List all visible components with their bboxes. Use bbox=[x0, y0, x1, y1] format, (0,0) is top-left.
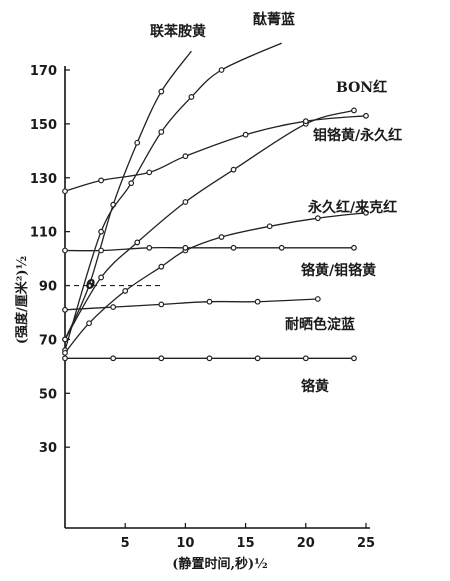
series-point bbox=[314, 215, 321, 222]
series-point bbox=[62, 188, 68, 195]
series-layer bbox=[62, 42, 369, 362]
series-point bbox=[363, 112, 369, 119]
series-point bbox=[110, 304, 117, 310]
series-6 bbox=[62, 244, 357, 254]
x-tick-label: 25 bbox=[357, 536, 375, 551]
series-label: 钼铬黄/永久红 bbox=[313, 127, 402, 144]
series-point bbox=[158, 301, 165, 308]
series-label: 耐晒色淀蓝 bbox=[285, 316, 355, 333]
series-4 bbox=[62, 112, 369, 195]
series-point bbox=[146, 244, 153, 251]
series-label: 联苯胺黄 bbox=[150, 23, 206, 40]
x-axis-title: (静置时间,秒)½ bbox=[172, 556, 267, 572]
series-point bbox=[351, 355, 357, 362]
y-tick-label: 130 bbox=[30, 172, 57, 187]
series-point bbox=[86, 320, 92, 327]
series-7 bbox=[62, 296, 321, 313]
series-point bbox=[278, 244, 285, 251]
series-point bbox=[122, 288, 129, 294]
series-2 bbox=[62, 42, 282, 354]
series-line bbox=[64, 298, 318, 311]
series-line bbox=[64, 246, 354, 252]
series-point bbox=[230, 166, 237, 173]
series-point bbox=[98, 228, 105, 235]
series-point bbox=[242, 131, 249, 138]
series-point bbox=[98, 177, 105, 184]
series-point bbox=[266, 223, 273, 230]
series-1 bbox=[62, 50, 192, 343]
x-tick-label: 20 bbox=[297, 536, 315, 551]
y-tick-label: 110 bbox=[30, 226, 57, 241]
series-point bbox=[182, 199, 189, 205]
series-point bbox=[110, 355, 117, 362]
series-point bbox=[351, 244, 357, 251]
series-point bbox=[206, 298, 213, 305]
series-point bbox=[98, 247, 105, 254]
y-tick-label: 30 bbox=[39, 441, 57, 456]
series-label: 永久红/来克红 bbox=[307, 199, 397, 216]
series-point bbox=[62, 247, 68, 254]
series-point bbox=[302, 355, 309, 362]
series-label: 铬黄 bbox=[301, 378, 329, 395]
series-point bbox=[62, 306, 68, 313]
series-line bbox=[64, 50, 192, 340]
series-point bbox=[302, 118, 309, 125]
series-point bbox=[128, 180, 135, 187]
series-point bbox=[158, 129, 165, 135]
series-point bbox=[62, 349, 68, 356]
theta-annotation: θ bbox=[86, 278, 95, 293]
series-point bbox=[146, 169, 153, 176]
x-tick-label: 15 bbox=[237, 536, 255, 551]
series-point bbox=[86, 282, 92, 289]
series-point bbox=[188, 94, 195, 100]
series-point bbox=[134, 139, 141, 146]
series-point bbox=[230, 244, 237, 251]
series-5 bbox=[62, 209, 369, 356]
series-point bbox=[206, 355, 213, 362]
x-tick-label: 10 bbox=[176, 536, 194, 551]
series-8 bbox=[62, 355, 357, 362]
series-label: 酞菁蓝 bbox=[253, 11, 295, 28]
series-point bbox=[254, 355, 261, 362]
ticks: 30 50 70 90 110 130 150 170 5 10 15 20 25 bbox=[30, 64, 375, 551]
y-tick-label: 90 bbox=[39, 280, 57, 295]
y-tick-label: 50 bbox=[39, 387, 57, 402]
y-axis-title: (强度/厘米²)½ bbox=[14, 256, 30, 344]
series-point bbox=[182, 244, 189, 251]
series-point bbox=[218, 67, 225, 73]
series-point bbox=[314, 296, 321, 302]
series-point bbox=[158, 355, 165, 362]
y-tick-label: 150 bbox=[30, 118, 57, 133]
series-point bbox=[62, 355, 68, 362]
series-point bbox=[158, 263, 165, 270]
series-label: 铬黄/钼铬黄 bbox=[301, 262, 376, 279]
series-point bbox=[218, 234, 225, 240]
series-point bbox=[62, 336, 68, 343]
x-tick-label: 5 bbox=[121, 536, 130, 551]
series-label: BON红 bbox=[336, 79, 387, 96]
series-point bbox=[182, 153, 189, 160]
y-tick-label: 70 bbox=[39, 333, 57, 348]
series-point bbox=[98, 274, 105, 281]
series-point bbox=[254, 298, 261, 305]
series-point bbox=[134, 239, 141, 246]
y-tick-label: 170 bbox=[30, 64, 57, 79]
series-point bbox=[158, 88, 165, 95]
series-point bbox=[351, 107, 357, 114]
axes bbox=[64, 66, 370, 529]
series-point bbox=[363, 209, 369, 216]
